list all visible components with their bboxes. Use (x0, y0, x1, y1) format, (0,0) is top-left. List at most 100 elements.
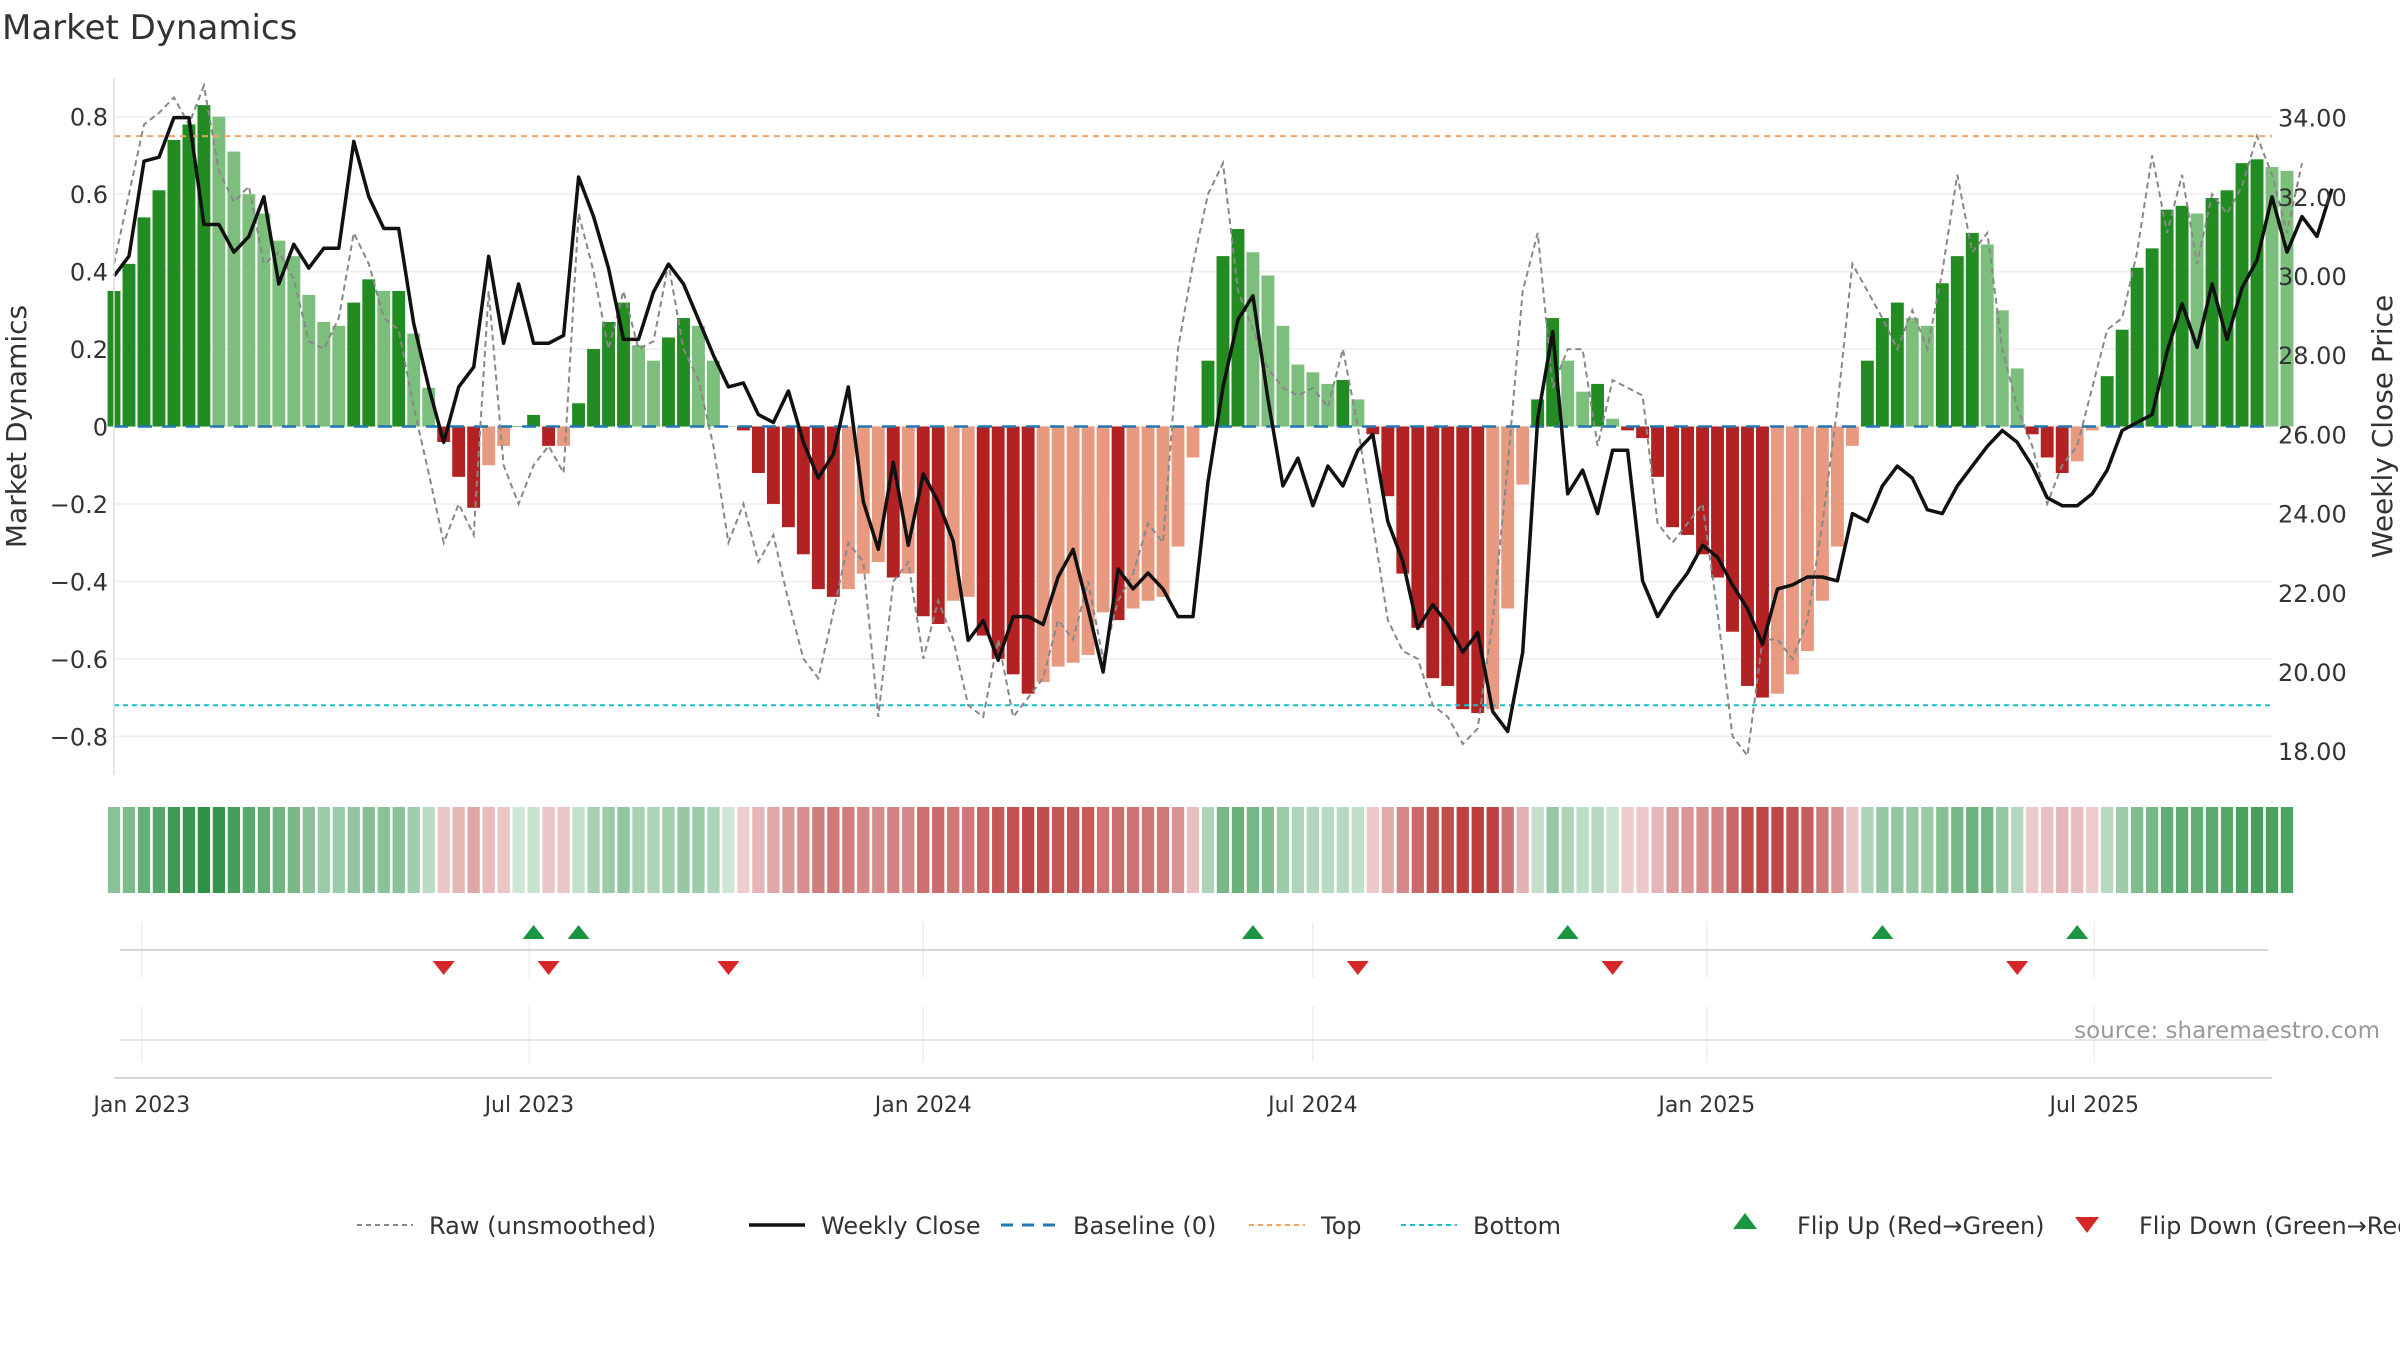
dynamics-bar (272, 240, 286, 427)
regime-cell (2130, 807, 2144, 893)
regime-cell (1396, 807, 1409, 893)
regime-cell (152, 807, 166, 893)
regime-cell (1516, 807, 1529, 893)
flip-down-marker (2006, 961, 2029, 975)
regime-cell (1022, 807, 1035, 893)
regime-cell (947, 807, 960, 893)
regime-strip (107, 807, 2294, 893)
regime-cell (2026, 807, 2039, 893)
dynamics-bar (1711, 426, 1724, 578)
dynamics-bar (1171, 426, 1185, 547)
dynamics-bar (961, 426, 975, 597)
regime-cell (1816, 807, 1829, 893)
regime-cell (1066, 807, 1080, 893)
legend-label: Top (1320, 1212, 1362, 1240)
regime-cell (1606, 807, 1619, 893)
dynamics-bar (2130, 267, 2144, 427)
legend: Raw (unsmoothed) Weekly Close Baseline (0)… (357, 1212, 2400, 1240)
x-tick-label: Jul 2023 (483, 1093, 575, 1118)
regime-cell (287, 807, 300, 893)
flip-down-marker (537, 961, 560, 975)
regime-cell (752, 807, 765, 893)
dynamics-bar (1201, 360, 1215, 427)
legend-item: Flip Down (Green→Red) (2075, 1212, 2400, 1240)
dynamics-bar (212, 116, 226, 427)
regime-cell (1171, 807, 1185, 893)
dynamics-bar (1786, 426, 1799, 675)
regime-cell (467, 807, 480, 893)
regime-cell (2220, 807, 2234, 893)
dynamics-bar (287, 256, 301, 427)
dynamics-bar (1306, 372, 1320, 427)
dynamics-bar (1980, 244, 1994, 427)
regime-cell (392, 807, 405, 893)
regime-cell (1576, 807, 1589, 893)
legend-label: Weekly Close (821, 1212, 981, 1240)
regime-cell (992, 807, 1005, 893)
regime-cell (2101, 807, 2114, 893)
regime-cell (1156, 807, 1170, 893)
regime-cell (242, 807, 256, 893)
regime-cell (1186, 807, 1200, 893)
regime-cell (1291, 807, 1305, 893)
regime-cell (1876, 807, 1889, 893)
dynamics-bar (1756, 426, 1769, 698)
regime-cell (692, 807, 705, 893)
date-axis: Jan 2023 Jul 2023 Jan 2024 Jul 2024 Jan 2025… (91, 1077, 2272, 1118)
dynamics-bar (1771, 426, 1784, 694)
regime-cell (1276, 807, 1290, 893)
regime-cell (1621, 807, 1634, 893)
regime-cell (707, 807, 720, 893)
regime-cell (1411, 807, 1424, 893)
regime-cell (347, 807, 360, 893)
legend-label: Bottom (1473, 1212, 1561, 1240)
regime-cell (452, 807, 465, 893)
regime-cell (2205, 807, 2219, 893)
regime-cell (1951, 807, 1964, 893)
dynamics-bar (392, 290, 406, 427)
regime-cell (2071, 807, 2084, 893)
flip-up-marker (1241, 925, 1264, 939)
dynamics-bar (1216, 256, 1230, 427)
regime-cell (497, 807, 510, 893)
dynamics-bar (332, 325, 346, 427)
dynamics-bar (886, 426, 900, 578)
regime-cell (1741, 807, 1754, 893)
dynamics-bar (1950, 256, 1964, 427)
regime-cell (1546, 807, 1559, 893)
dynamics-bar (2190, 213, 2204, 427)
regime-cell (1636, 807, 1649, 893)
regime-cell (2041, 807, 2054, 893)
dynamics-bar (1890, 302, 1904, 427)
dynamics-bar (2160, 209, 2174, 427)
flip-panel (120, 922, 2268, 1062)
regime-cell (2235, 807, 2249, 893)
legend-item: Flip Up (Red→Green) (1733, 1212, 2045, 1240)
dynamics-bar (542, 426, 556, 446)
regime-cell (317, 807, 330, 893)
regime-cell (722, 807, 735, 893)
dynamics-bar (587, 349, 600, 427)
legend-item: Top (1249, 1212, 1362, 1240)
regime-cell (1471, 807, 1484, 893)
regime-cell (842, 807, 855, 893)
x-tick-label: Jan 2023 (91, 1093, 190, 1118)
regime-cell (1336, 807, 1350, 893)
dynamics-bar (931, 426, 945, 624)
dynamics-bar (1456, 426, 1470, 710)
legend-item: Baseline (0) (1001, 1212, 1216, 1240)
y-tick-label: 0.4 (70, 259, 108, 287)
dynamics-bar (1426, 426, 1440, 679)
axis-layer: 0.8 0.6 0.4 0.2 0 −0.2 −0.4 −0.6 −0.8 34.00 32.00 3… (0, 78, 2399, 775)
regime-cell (1111, 807, 1125, 893)
regime-cell (767, 807, 780, 893)
regime-cell (1201, 807, 1215, 893)
bar-layer (107, 105, 2294, 714)
regime-cell (212, 807, 226, 893)
legend-flip-up-icon (1733, 1213, 1757, 1229)
regime-cell (1591, 807, 1604, 893)
regime-cell (1441, 807, 1454, 893)
regime-cell (227, 807, 241, 893)
regime-cell (2145, 807, 2159, 893)
